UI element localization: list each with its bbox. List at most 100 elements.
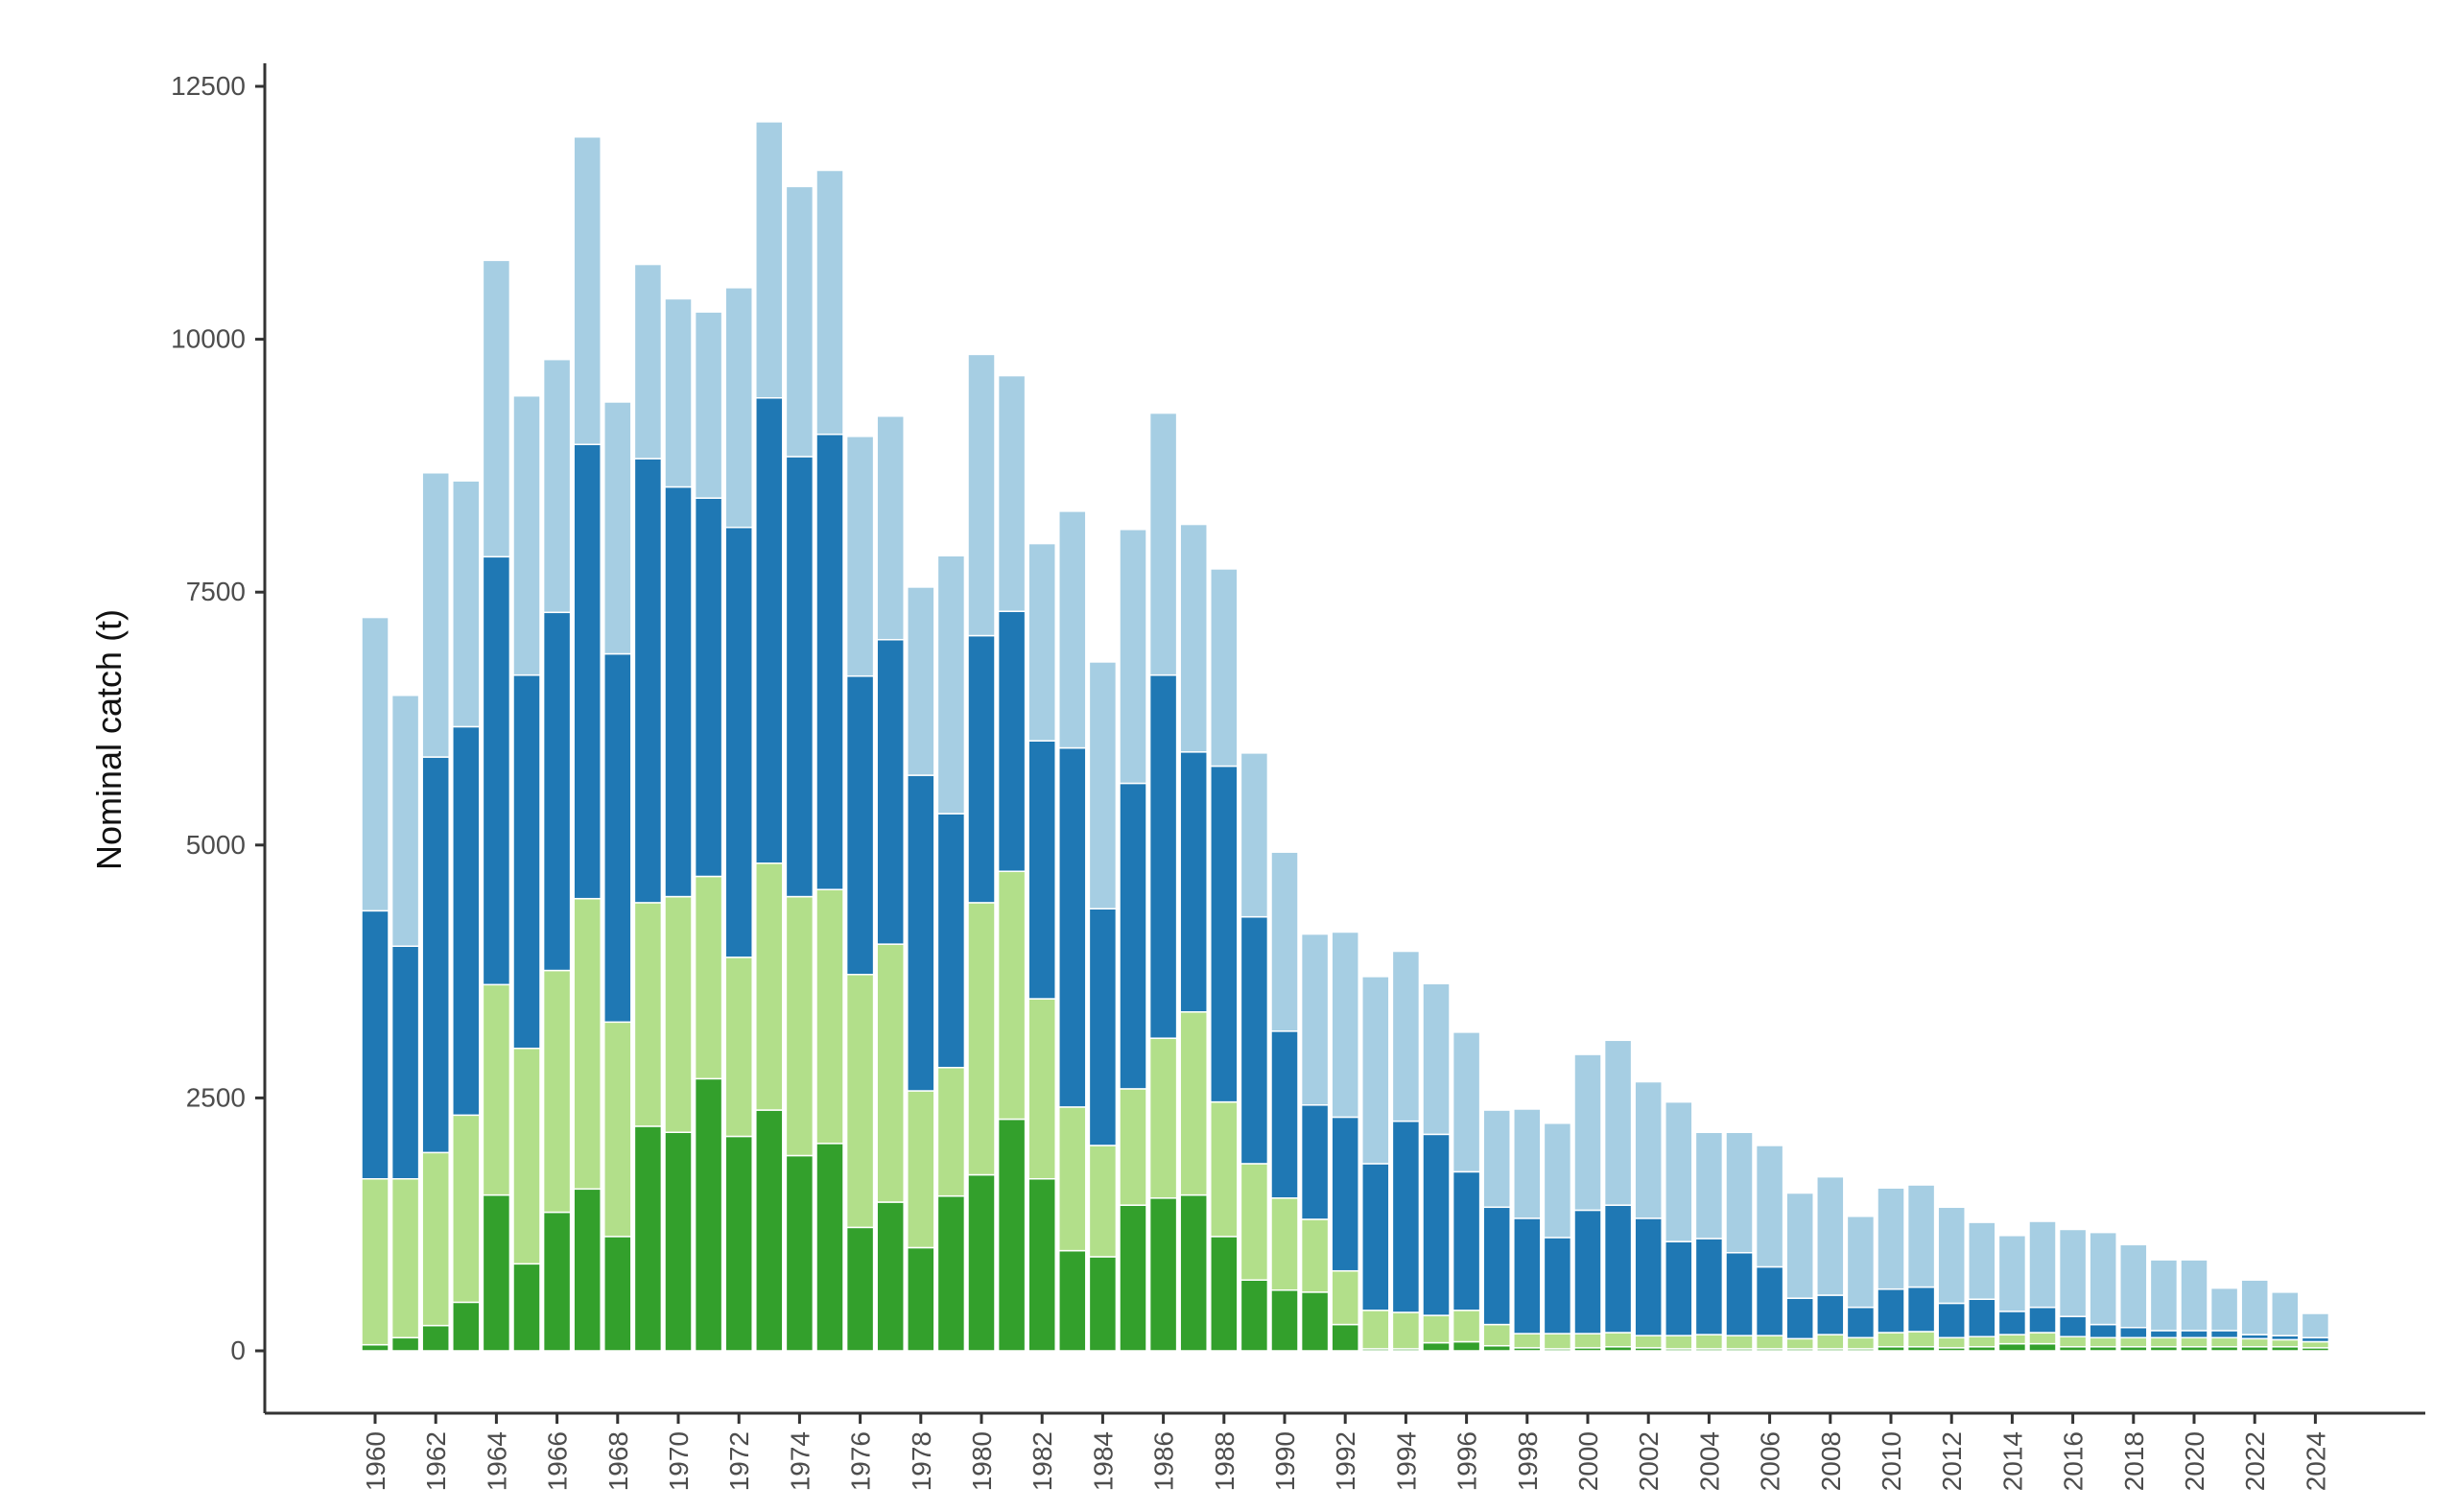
bar-segment-1994-series-4 (1391, 950, 1421, 1122)
bar-segment-1966-series-3 (542, 611, 572, 972)
bar-segment-1982-series-2 (1027, 998, 1056, 1180)
bar-segment-1977-series-1 (876, 1201, 905, 1352)
x-axis-ticks: 1960 1962 1964 1966 1968 1970 1972 1974 1976 1978… (361, 1413, 2330, 1491)
bar-segment-1984-series-3 (1088, 908, 1118, 1146)
x-tick-label: 1990 (1270, 1431, 1300, 1491)
bar-segment-1996-series-4 (1452, 1031, 1481, 1173)
bar-segment-1975-series-2 (815, 888, 844, 1145)
bar-segment-1976-series-3 (845, 674, 875, 976)
bar-segment-1961-series-2 (390, 1178, 420, 1339)
bar-segment-1973-series-3 (755, 397, 784, 864)
x-tick-label: 1980 (967, 1431, 997, 1491)
bar-segment-2000-series-4 (1573, 1053, 1602, 1212)
bar-segment-1988-series-3 (1210, 765, 1239, 1103)
x-tick-label: 2012 (1937, 1431, 1967, 1491)
bar-segment-1977-series-4 (876, 414, 905, 641)
bar-segment-2001-series-2 (1603, 1332, 1633, 1348)
bar-segment-2008-series-3 (1816, 1294, 1845, 1335)
x-tick-label: 1998 (1513, 1431, 1543, 1491)
bar-segment-1999-series-3 (1543, 1237, 1572, 1335)
bar-segment-1986-series-3 (1148, 673, 1178, 1039)
bar-segment-1990-series-1 (1270, 1288, 1299, 1352)
bar-segment-1968-series-4 (603, 401, 632, 655)
bar-segment-2019-series-4 (2149, 1259, 2179, 1332)
bar-segment-1974-series-4 (785, 185, 815, 458)
bar-segment-1996-series-1 (1452, 1340, 1481, 1352)
bar-segment-1967-series-2 (573, 897, 602, 1191)
bar-segment-1986-series-1 (1148, 1197, 1178, 1352)
bar-segment-1989-series-2 (1240, 1163, 1269, 1281)
bar-segment-1964-series-4 (482, 259, 511, 558)
bar-segment-1971-series-2 (694, 875, 723, 1080)
bar-segment-2014-series-1 (1997, 1342, 2027, 1352)
bar-segment-1992-series-4 (1331, 931, 1359, 1119)
bar-segment-2011-series-2 (1906, 1331, 1936, 1348)
bar-segment-1969-series-1 (633, 1125, 663, 1352)
bar-segment-1984-series-2 (1088, 1145, 1118, 1258)
bar-segment-1986-series-4 (1148, 412, 1178, 676)
bar-segment-1985-series-3 (1119, 782, 1147, 1090)
x-tick-label: 1996 (1452, 1431, 1482, 1491)
bar-segment-2020-series-4 (2180, 1259, 2208, 1332)
bar-segment-1966-series-4 (542, 358, 572, 614)
bar-segment-2022-series-2 (2240, 1337, 2269, 1348)
bar-segment-2010-series-3 (1877, 1288, 1905, 1334)
bar-segment-1976-series-2 (845, 974, 875, 1229)
bar-segment-1989-series-3 (1240, 915, 1269, 1165)
bar-segment-2013-series-2 (1968, 1335, 1996, 1348)
bar-segment-2018-series-3 (2119, 1326, 2148, 1339)
bar-segment-2011-series-3 (1906, 1286, 1936, 1333)
bar-segment-1963-series-2 (452, 1114, 481, 1304)
bar-segment-1988-series-2 (1210, 1100, 1239, 1238)
bar-segment-1963-series-4 (452, 480, 481, 728)
bar-segment-1991-series-3 (1300, 1104, 1330, 1220)
bar-segment-2011-series-4 (1906, 1184, 1936, 1288)
bar-segment-1967-series-1 (573, 1188, 602, 1352)
bar-segment-1974-series-1 (785, 1154, 815, 1352)
bar-segment-1962-series-4 (421, 472, 450, 758)
bar-segment-2017-series-3 (2089, 1323, 2117, 1339)
x-tick-label: 1976 (846, 1431, 876, 1491)
bar-segment-1960-series-4 (361, 616, 390, 912)
x-tick-label: 2022 (2240, 1431, 2270, 1491)
bar-segment-1969-series-3 (633, 458, 663, 904)
bar-segment-2024-series-2 (2301, 1340, 2330, 1349)
bar-segment-2008-series-4 (1816, 1175, 1845, 1296)
bar-segment-2005-series-4 (1725, 1131, 1754, 1254)
bar-segment-1991-series-4 (1300, 933, 1330, 1106)
bar-segment-2000-series-3 (1573, 1209, 1602, 1335)
bar-segment-2023-series-2 (2271, 1338, 2300, 1348)
x-tick-label: 2016 (2059, 1431, 2089, 1491)
bar-segment-2001-series-3 (1603, 1204, 1633, 1334)
bar-segment-2006-series-2 (1755, 1335, 1784, 1350)
bar-segment-1972-series-2 (724, 957, 753, 1138)
bar-segment-1972-series-3 (724, 526, 753, 958)
bar-segment-1964-series-1 (482, 1193, 511, 1352)
bar-segment-1983-series-1 (1058, 1249, 1087, 1352)
bar-segment-2002-series-3 (1634, 1217, 1663, 1336)
bar-segment-1999-series-2 (1543, 1333, 1572, 1350)
bar-segment-1978-series-1 (907, 1246, 935, 1352)
bar-segment-1961-series-3 (390, 945, 420, 1180)
bar-segment-1988-series-1 (1210, 1236, 1239, 1352)
bar-segment-1967-series-3 (573, 443, 602, 900)
bar-segment-2019-series-2 (2149, 1336, 2179, 1348)
bar-segment-1976-series-4 (845, 436, 875, 677)
bar-segment-2005-series-2 (1725, 1335, 1754, 1350)
bar-segment-2006-series-4 (1755, 1145, 1784, 1268)
bar-segment-1971-series-1 (694, 1077, 723, 1352)
bar-segment-2012-series-3 (1937, 1302, 1966, 1339)
x-tick-label: 2024 (2301, 1431, 2330, 1491)
bar-segment-1993-series-4 (1361, 976, 1390, 1165)
bar-segment-1995-series-3 (1422, 1133, 1451, 1316)
x-tick-label: 1966 (543, 1431, 573, 1491)
bar-segment-1983-series-3 (1058, 746, 1087, 1108)
bar-segment-1992-series-3 (1331, 1116, 1359, 1272)
bar-segment-2003-series-2 (1665, 1335, 1693, 1350)
x-tick-label: 2000 (1573, 1431, 1603, 1491)
bar-segment-1968-series-3 (603, 652, 632, 1024)
bar-segment-2018-series-2 (2119, 1336, 2148, 1348)
bar-segment-1975-series-4 (815, 169, 844, 436)
bar-segment-1997-series-2 (1482, 1323, 1511, 1347)
bar-segment-1968-series-2 (603, 1021, 632, 1238)
